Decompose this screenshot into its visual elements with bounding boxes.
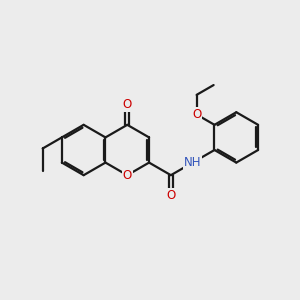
Text: O: O [123, 98, 132, 111]
Text: O: O [166, 189, 176, 202]
Text: O: O [192, 108, 201, 121]
Text: NH: NH [184, 156, 201, 169]
Text: O: O [123, 169, 132, 182]
